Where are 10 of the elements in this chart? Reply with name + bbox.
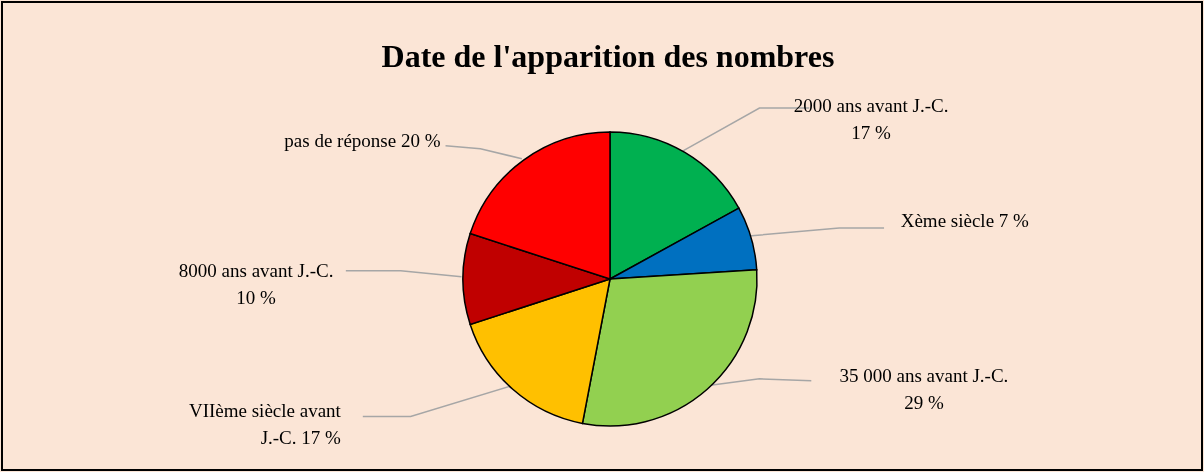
data-label: 17 % [851, 122, 892, 144]
data-label: 10 % [236, 286, 277, 308]
chart-title: Date de l'apparition des nombres [381, 37, 835, 74]
slice-label: pas de réponse 20 % [284, 129, 441, 151]
slice-label: VIIème siècle avant J.-C. 17 % [188, 399, 342, 448]
slice-label: 35 000 ans avant J.-C. [839, 364, 1009, 386]
data-label: 29 % [904, 391, 944, 413]
slice-label: 2000 ans avant J.-C. [793, 95, 949, 117]
slice-label: Xème siècle 7 % [900, 210, 1030, 232]
slice-label: 8000 ans avant J.-C. [178, 259, 334, 281]
